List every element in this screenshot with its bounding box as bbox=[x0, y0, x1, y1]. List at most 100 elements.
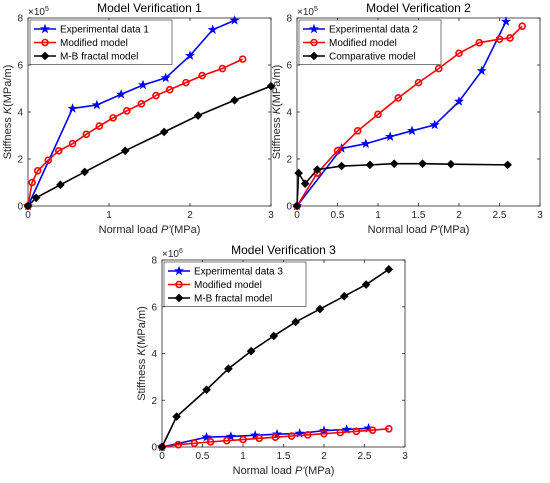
x-axis-label-unit: (MPa) bbox=[439, 224, 469, 236]
data-point bbox=[352, 427, 361, 436]
data-point bbox=[320, 429, 328, 438]
data-point bbox=[300, 179, 310, 188]
data-point bbox=[312, 165, 322, 174]
data-point bbox=[152, 91, 160, 100]
data-point bbox=[384, 265, 394, 274]
y-tick-label: 2 bbox=[151, 396, 157, 407]
series-3 bbox=[23, 81, 276, 211]
data-point bbox=[294, 168, 303, 178]
x-axis-label: Normal load P'(MPa) bbox=[233, 465, 335, 477]
y-tick-label: 6 bbox=[151, 302, 157, 313]
x-tick-label: 2 bbox=[456, 210, 462, 221]
legend-label: Experimental data 3 bbox=[194, 267, 283, 278]
y-axis-label-variable: K bbox=[136, 348, 148, 356]
data-point bbox=[266, 81, 276, 91]
x-tick-label: 2.5 bbox=[358, 451, 372, 462]
data-point bbox=[238, 55, 247, 63]
x-tick-label: 3 bbox=[537, 210, 543, 221]
data-point bbox=[225, 431, 236, 441]
data-point bbox=[503, 160, 512, 170]
y-exponent-base: ×10 bbox=[28, 7, 45, 18]
data-point bbox=[353, 127, 362, 135]
data-point bbox=[116, 89, 127, 99]
y-tick-label: 2 bbox=[17, 155, 23, 166]
data-point bbox=[31, 193, 41, 203]
legend-marker bbox=[309, 51, 319, 61]
legend-marker bbox=[308, 23, 320, 34]
y-exponent-base: ×10 bbox=[162, 249, 179, 260]
data-point bbox=[198, 71, 206, 80]
data-point bbox=[67, 103, 78, 113]
data-point bbox=[336, 143, 347, 153]
data-point bbox=[518, 22, 526, 31]
y-tick-label: 8 bbox=[286, 14, 292, 25]
data-point bbox=[453, 96, 465, 106]
data-point bbox=[414, 78, 423, 87]
data-point bbox=[160, 72, 171, 83]
y-axis-label: Stiffness K(MPa/m) bbox=[136, 306, 148, 401]
y-exponent-label: ×105 bbox=[28, 6, 49, 18]
y-tick-label: 4 bbox=[151, 349, 157, 360]
chart-title: Model Verification 2 bbox=[366, 1, 471, 15]
y-exponent-power: 5 bbox=[314, 6, 318, 13]
data-point bbox=[239, 435, 247, 444]
data-point bbox=[172, 412, 181, 421]
x-tick-label: 0.5 bbox=[331, 210, 345, 221]
legend-marker bbox=[175, 280, 183, 289]
legend-label: Modified model bbox=[329, 38, 397, 49]
data-point bbox=[360, 138, 371, 148]
data-point bbox=[224, 364, 233, 374]
data-point bbox=[255, 434, 264, 443]
data-point bbox=[246, 346, 256, 356]
data-point bbox=[418, 159, 427, 169]
series-3 bbox=[157, 265, 394, 452]
data-point bbox=[495, 35, 504, 43]
legend-label: Modified model bbox=[194, 280, 262, 291]
data-point bbox=[506, 34, 514, 42]
y-tick-label: 8 bbox=[151, 256, 157, 267]
data-point bbox=[339, 291, 349, 301]
data-point bbox=[202, 385, 211, 395]
x-tick-label: 0 bbox=[159, 451, 165, 462]
data-point bbox=[201, 431, 212, 442]
y-exponent-power: 5 bbox=[45, 6, 49, 13]
y-tick-label: 4 bbox=[17, 108, 23, 119]
data-point bbox=[287, 432, 296, 440]
series-2 bbox=[158, 424, 393, 451]
data-point bbox=[500, 16, 512, 26]
data-point bbox=[374, 110, 382, 119]
data-point bbox=[455, 49, 463, 58]
data-point bbox=[190, 439, 199, 448]
data-point bbox=[159, 127, 169, 137]
y-axis-label-variable: K bbox=[2, 106, 14, 114]
x-axis-label: Normal load P'(MPa) bbox=[99, 224, 201, 236]
chart-panel-3: Model Verification 3 0 0.5 1 1.5 2 2.5 3 0 2 4 6 8 ×1… bbox=[136, 243, 408, 477]
data-point bbox=[229, 15, 240, 25]
data-point bbox=[361, 280, 371, 289]
x-axis-label-unit: (MPa) bbox=[170, 224, 200, 236]
legend-marker bbox=[174, 293, 184, 303]
x-axis-label-unit: (MPa) bbox=[304, 465, 334, 477]
series-1 bbox=[291, 16, 512, 211]
y-tick-label: 2 bbox=[286, 155, 292, 166]
x-tick-label: 1.5 bbox=[412, 210, 426, 221]
y-tick-label: 0 bbox=[17, 202, 23, 213]
legend-label: M-B fractal model bbox=[194, 294, 272, 305]
legend-label: Experimental data 1 bbox=[60, 25, 149, 36]
x-tick-label: 2 bbox=[321, 451, 327, 462]
data-point bbox=[333, 146, 342, 155]
x-tick-label: 1.5 bbox=[277, 451, 291, 462]
series-2 bbox=[293, 22, 526, 210]
legend: Experimental data 3 Modified model M-B fra… bbox=[163, 261, 307, 307]
y-tick-label: 8 bbox=[17, 14, 23, 25]
data-point bbox=[434, 64, 443, 73]
x-tick-label: 1 bbox=[240, 451, 246, 462]
y-axis-label-variable: K bbox=[271, 106, 283, 114]
data-point bbox=[44, 156, 53, 164]
legend: Experimental data 2 Modified model Compara… bbox=[298, 19, 442, 65]
data-point bbox=[193, 111, 203, 120]
x-axis-label-prefix: Normal load bbox=[368, 224, 430, 236]
data-point bbox=[303, 431, 312, 439]
data-point bbox=[292, 201, 302, 211]
data-point bbox=[475, 38, 484, 47]
